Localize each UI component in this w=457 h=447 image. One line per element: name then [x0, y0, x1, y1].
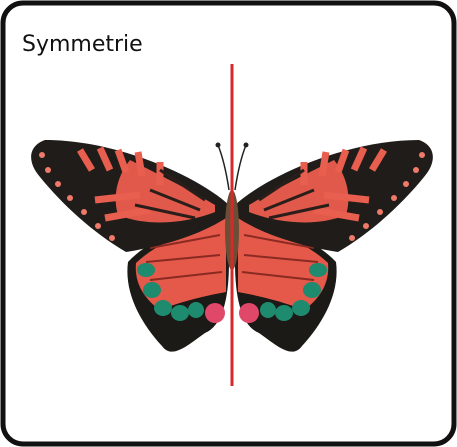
card-title: Symmetrie [22, 32, 143, 57]
page: Symmetrie {"card": {"title": "Symmetrie"… [0, 0, 457, 447]
card: Symmetrie [0, 0, 457, 447]
body: Symmetrie [0, 0, 457, 447]
